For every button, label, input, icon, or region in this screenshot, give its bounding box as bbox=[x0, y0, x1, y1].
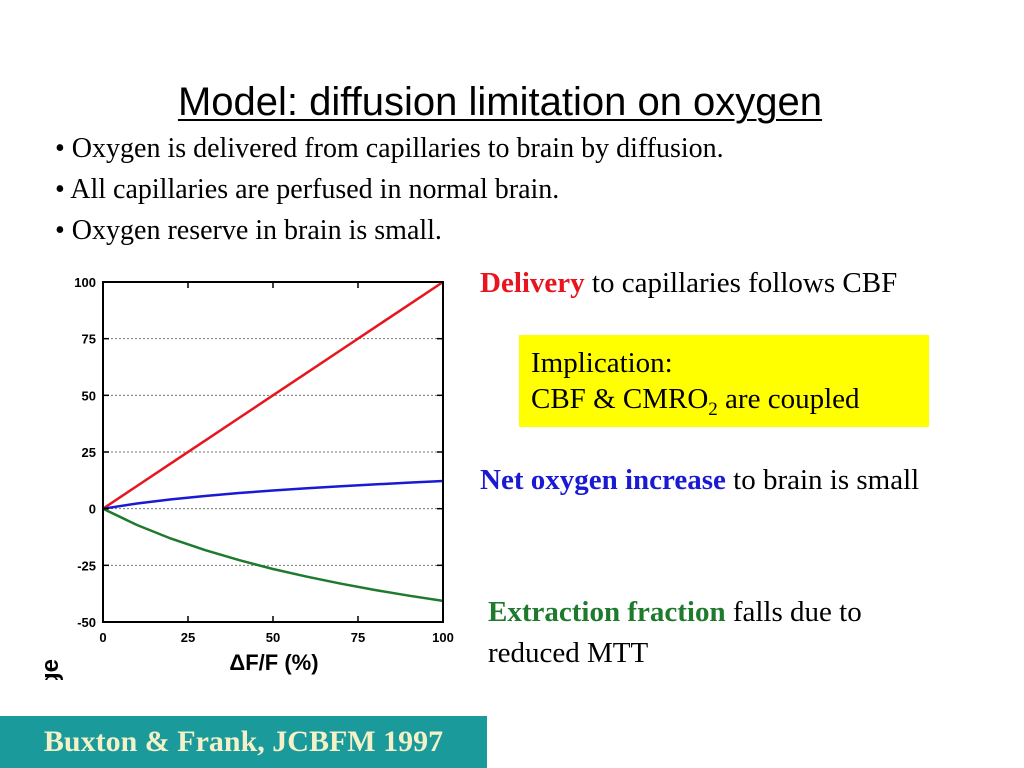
x-tick-label: 75 bbox=[351, 630, 365, 645]
bullet-list: • Oxygen is delivered from capillaries t… bbox=[55, 128, 724, 251]
y-tick-label: 100 bbox=[74, 275, 96, 290]
x-tick-label: 0 bbox=[99, 630, 106, 645]
net-oxygen-highlight: Net oxygen increase bbox=[480, 464, 726, 496]
extraction-highlight: Extraction fraction bbox=[488, 596, 726, 628]
delivery-note: Delivery to capillaries follows CBF bbox=[480, 267, 897, 300]
y-tick-label: -25 bbox=[77, 558, 96, 573]
x-axis-label: ΔF/F (%) bbox=[229, 650, 318, 675]
y-axis-label: % change bbox=[37, 659, 64, 680]
y-tick-label: 75 bbox=[82, 332, 96, 347]
implication-heading: Implication: bbox=[531, 347, 673, 379]
series-line-1 bbox=[102, 280, 444, 510]
chart-series-group bbox=[102, 280, 444, 603]
series-line-2 bbox=[102, 479, 444, 510]
x-tick-label: 100 bbox=[432, 630, 454, 645]
implication-box: Implication: CBF & CMRO2 are coupled bbox=[519, 335, 929, 427]
delivery-highlight: Delivery bbox=[480, 267, 585, 299]
citation-banner: Buxton & Frank, JCBFM 1997 bbox=[0, 716, 487, 768]
y-tick-label: -50 bbox=[77, 615, 96, 630]
implication-statement: CBF & CMRO2 are coupled bbox=[531, 383, 860, 420]
x-tick-label: 50 bbox=[266, 630, 280, 645]
y-tick-label: 0 bbox=[89, 502, 96, 517]
extraction-note: Extraction fraction falls due to reduced… bbox=[488, 592, 938, 674]
extraction-text: falls due to reduced MTT bbox=[488, 596, 862, 669]
net-oxygen-note: Net oxygen increase to brain is small bbox=[480, 464, 919, 497]
series-line-3 bbox=[102, 507, 444, 603]
bullet-item: • All capillaries are perfused in normal… bbox=[55, 174, 560, 205]
net-oxygen-text: to brain is small bbox=[725, 464, 920, 496]
y-tick-label: 25 bbox=[82, 445, 96, 460]
x-tick-label: 25 bbox=[181, 630, 195, 645]
y-tick-label: 50 bbox=[82, 388, 96, 403]
delivery-text: to capillaries follows CBF bbox=[584, 267, 898, 299]
bullet-item: • Oxygen reserve in brain is small. bbox=[55, 215, 442, 246]
slide-title: Model: diffusion limitation on oxygen bbox=[177, 80, 823, 124]
bullet-item: • Oxygen is delivered from capillaries t… bbox=[55, 133, 724, 164]
